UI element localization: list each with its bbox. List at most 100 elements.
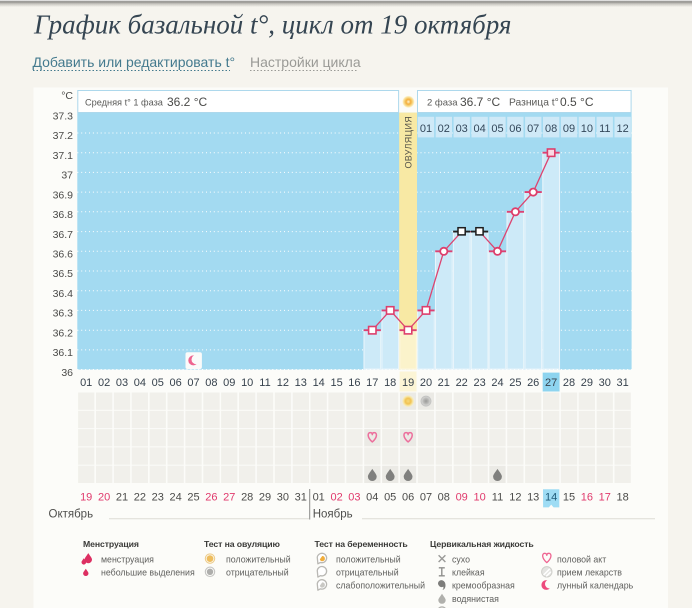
svg-text:29: 29	[259, 492, 271, 504]
svg-text:03: 03	[348, 492, 360, 504]
svg-text:Тест на овуляцию: Тест на овуляцию	[204, 539, 280, 549]
svg-text:09: 09	[456, 492, 468, 504]
svg-text:06: 06	[509, 123, 521, 135]
svg-text:36.4: 36.4	[53, 288, 74, 300]
svg-text:Средняя t° 1 фаза: Средняя t° 1 фаза	[85, 98, 164, 108]
svg-text:29: 29	[581, 377, 593, 389]
svg-text:сухо: сухо	[452, 554, 470, 564]
svg-text:36.2: 36.2	[53, 327, 74, 339]
svg-text:слабоположительный: слабоположительный	[336, 581, 425, 591]
svg-text:20: 20	[420, 377, 432, 389]
svg-text:12: 12	[616, 123, 628, 135]
svg-text:14: 14	[313, 377, 325, 389]
svg-text:ОВУЛЯЦИЯ: ОВУЛЯЦИЯ	[404, 116, 414, 169]
svg-text:20: 20	[98, 492, 110, 504]
svg-text:клейкая: клейкая	[452, 568, 485, 578]
svg-text:27: 27	[223, 492, 235, 504]
svg-text:23: 23	[473, 377, 485, 389]
svg-text:37: 37	[61, 170, 73, 182]
svg-text:отрицательный: отрицательный	[226, 568, 289, 578]
svg-text:08: 08	[205, 377, 217, 389]
svg-text:30: 30	[277, 492, 289, 504]
svg-text:21: 21	[438, 377, 450, 389]
svg-text:прием лекарств: прием лекарств	[557, 568, 622, 578]
svg-text:01: 01	[420, 123, 432, 135]
svg-text:19: 19	[402, 377, 414, 389]
svg-text:36.5: 36.5	[53, 268, 74, 280]
svg-text:37.2: 37.2	[53, 130, 74, 142]
svg-text:36: 36	[61, 367, 73, 379]
svg-text:06: 06	[402, 492, 414, 504]
svg-text:02: 02	[330, 492, 342, 504]
svg-text:24: 24	[491, 377, 503, 389]
svg-text:21: 21	[116, 492, 128, 504]
svg-text:17: 17	[599, 492, 611, 504]
svg-text:25: 25	[509, 377, 521, 389]
svg-text:12: 12	[509, 492, 521, 504]
svg-text:13: 13	[527, 492, 539, 504]
svg-text:28: 28	[563, 377, 575, 389]
svg-text:04: 04	[134, 377, 146, 389]
svg-text:13: 13	[295, 377, 307, 389]
svg-text:кремообразная: кремообразная	[452, 581, 515, 591]
svg-text:28: 28	[241, 492, 253, 504]
svg-text:01: 01	[313, 492, 325, 504]
svg-text:27: 27	[545, 377, 557, 389]
svg-text:36.9: 36.9	[53, 189, 74, 201]
svg-text:небольшие выделения: небольшие выделения	[101, 568, 195, 578]
svg-text:°C: °C	[61, 90, 73, 102]
svg-text:08: 08	[545, 123, 557, 135]
svg-text:07: 07	[420, 492, 432, 504]
svg-text:36.2 °C: 36.2 °C	[167, 95, 207, 109]
svg-text:10: 10	[473, 492, 485, 504]
svg-text:Разница t°: Разница t°	[509, 98, 559, 109]
svg-text:14: 14	[545, 492, 557, 504]
svg-text:36.6: 36.6	[53, 249, 74, 261]
svg-text:04: 04	[473, 123, 485, 135]
svg-text:09: 09	[563, 123, 575, 135]
svg-text:Менструация: Менструация	[83, 539, 139, 549]
svg-text:10: 10	[581, 123, 593, 135]
svg-text:30: 30	[599, 377, 611, 389]
svg-text:15: 15	[330, 377, 342, 389]
svg-text:18: 18	[384, 377, 396, 389]
svg-text:31: 31	[295, 492, 307, 504]
svg-text:09: 09	[223, 377, 235, 389]
svg-text:36.1: 36.1	[53, 347, 74, 359]
svg-text:08: 08	[438, 492, 450, 504]
svg-text:Настройки цикла: Настройки цикла	[250, 54, 361, 70]
svg-text:18: 18	[616, 492, 628, 504]
svg-text:07: 07	[187, 377, 199, 389]
svg-text:26: 26	[527, 377, 539, 389]
svg-text:05: 05	[384, 492, 396, 504]
svg-text:31: 31	[616, 377, 628, 389]
svg-text:водянистая: водянистая	[452, 594, 499, 604]
svg-text:36.7: 36.7	[53, 229, 74, 241]
svg-text:22: 22	[134, 492, 146, 504]
svg-text:26: 26	[205, 492, 217, 504]
svg-text:11: 11	[492, 492, 503, 504]
svg-text:15: 15	[563, 492, 575, 504]
svg-text:23: 23	[152, 492, 164, 504]
svg-text:16: 16	[581, 492, 593, 504]
svg-text:36.8: 36.8	[53, 209, 74, 221]
svg-text:положительный: положительный	[226, 554, 291, 564]
svg-text:03: 03	[116, 377, 128, 389]
svg-text:05: 05	[152, 377, 164, 389]
svg-text:02: 02	[438, 123, 450, 135]
svg-text:12: 12	[277, 377, 289, 389]
svg-text:19: 19	[80, 492, 92, 504]
svg-text:Октябрь: Октябрь	[49, 509, 94, 521]
svg-text:22: 22	[456, 377, 468, 389]
svg-text:0.5 °C: 0.5 °C	[560, 95, 594, 109]
svg-text:37.3: 37.3	[53, 110, 74, 122]
svg-text:25: 25	[187, 492, 199, 504]
svg-text:17: 17	[366, 377, 378, 389]
svg-text:Ноябрь: Ноябрь	[313, 509, 353, 521]
svg-text:05: 05	[491, 123, 503, 135]
svg-text:06: 06	[169, 377, 181, 389]
svg-text:36.7 °C: 36.7 °C	[460, 95, 500, 109]
svg-text:04: 04	[366, 492, 378, 504]
svg-text:36.3: 36.3	[53, 308, 74, 320]
svg-text:Добавить или редактировать t°: Добавить или редактировать t°	[33, 54, 236, 70]
